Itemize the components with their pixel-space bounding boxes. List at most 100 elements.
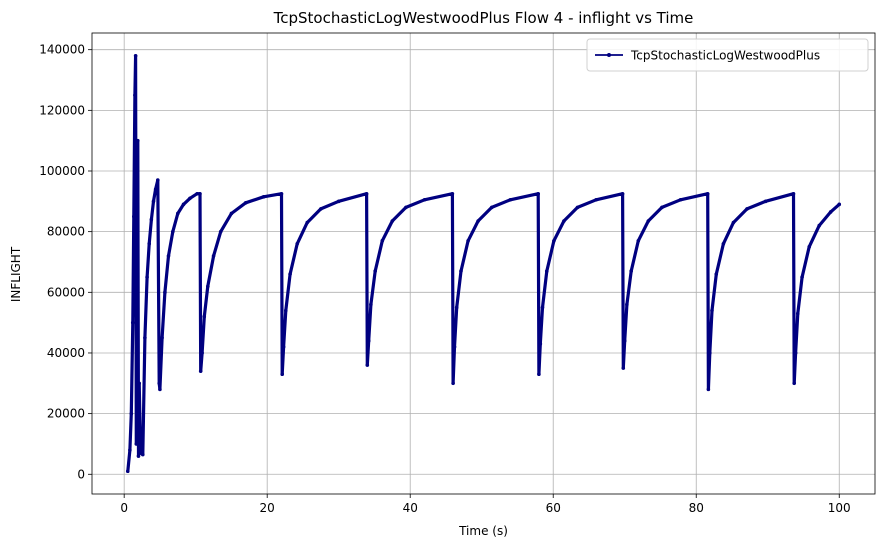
series-point (625, 302, 629, 307)
series-point (206, 284, 210, 289)
series-point (536, 191, 541, 196)
series-point (336, 199, 341, 204)
y-tick-label: 20000 (47, 407, 85, 421)
series-point (195, 191, 199, 196)
series-point (364, 191, 369, 196)
series-point (143, 336, 147, 340)
series-point (145, 275, 149, 279)
series-point (594, 198, 598, 202)
series-point (147, 241, 152, 246)
series-point (155, 178, 160, 182)
series-point (140, 452, 145, 457)
series-point (134, 442, 139, 446)
series-point (807, 245, 812, 249)
series-point (678, 198, 683, 202)
y-ticks: 0 20000 40000 60000 80000 100000 120000 140000 (39, 43, 92, 481)
series-point (450, 191, 455, 196)
series-point (137, 381, 141, 386)
series-point (151, 199, 156, 204)
series-point (544, 269, 549, 273)
series-point (454, 305, 459, 310)
series-point (629, 269, 633, 273)
y-tick-label: 100000 (39, 164, 85, 178)
legend-label: TcpStochasticLogWestwoodPlus (630, 49, 820, 63)
series-point (710, 308, 714, 313)
y-tick-label: 140000 (39, 43, 85, 57)
series-point (135, 138, 140, 143)
series-point (283, 308, 288, 313)
series-point (171, 229, 175, 234)
series-point (800, 275, 804, 279)
series-point (763, 199, 768, 204)
series-point (817, 223, 822, 228)
series-point (128, 448, 132, 452)
plot-frame (91, 32, 876, 495)
series-point (791, 191, 796, 196)
series-point (130, 320, 135, 325)
x-tick-label: 60 (546, 501, 561, 515)
series-point (451, 381, 455, 386)
series-point (721, 241, 726, 246)
series-point (369, 302, 373, 307)
y-tick-label: 60000 (47, 285, 85, 299)
series-point (452, 345, 457, 349)
series-point (218, 229, 223, 234)
series-point (708, 351, 712, 355)
y-tick-label: 120000 (39, 103, 85, 117)
series-point (153, 187, 158, 191)
series-point (135, 290, 139, 295)
series-point (404, 205, 408, 210)
series-point (288, 272, 292, 276)
series-point (828, 210, 833, 214)
series-point (229, 211, 234, 216)
series-point (540, 305, 545, 310)
series-point (646, 219, 651, 223)
x-tick-label: 40 (403, 501, 418, 515)
series-line (126, 54, 841, 473)
series-point (181, 202, 186, 207)
series-point (373, 269, 377, 273)
series-point (621, 366, 626, 370)
series-point (466, 238, 470, 243)
series-point (538, 342, 543, 346)
series-point (575, 205, 580, 210)
legend-swatch-marker (607, 53, 611, 57)
series-point (705, 191, 710, 196)
series-point (489, 205, 494, 210)
series-point (198, 369, 203, 373)
series-point (508, 198, 513, 202)
legend-box (586, 38, 869, 72)
series-point (660, 205, 664, 210)
series-point (537, 372, 541, 377)
series-point (136, 454, 141, 458)
series-point (166, 254, 171, 258)
series-point (188, 196, 192, 201)
series-point (422, 198, 427, 202)
series-point (133, 93, 137, 97)
x-tick-label: 20 (260, 501, 275, 515)
axes-frame (91, 32, 876, 495)
series-layer (125, 53, 842, 474)
series-point (706, 387, 711, 392)
series-point (157, 381, 162, 386)
series-point (622, 339, 627, 343)
series-point (745, 207, 749, 211)
series-point (390, 219, 395, 223)
series-point (133, 53, 138, 58)
series-point (132, 214, 136, 219)
series-point (125, 469, 130, 474)
series-point (795, 311, 800, 316)
x-axis-label: Time (s) (458, 524, 508, 538)
series-point (279, 191, 284, 196)
series-point (129, 411, 134, 416)
x-tick-label: 100 (828, 501, 851, 515)
series-point (319, 207, 323, 211)
series-point (476, 219, 480, 223)
series-point (198, 191, 202, 196)
series-point (160, 336, 164, 340)
series-point (305, 220, 310, 225)
series-point (837, 202, 842, 207)
x-ticks: 0 20 40 60 80 100 (120, 494, 851, 515)
series-point (562, 219, 566, 223)
